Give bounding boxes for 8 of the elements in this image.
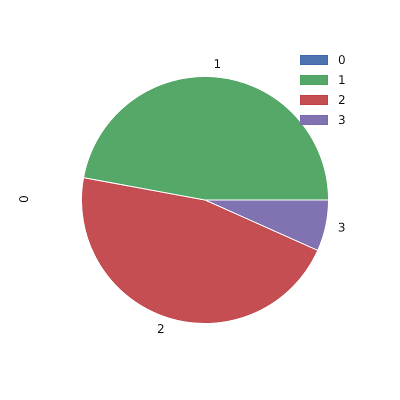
legend-label: 1 xyxy=(338,73,346,87)
slice-label: 3 xyxy=(338,220,346,235)
legend-label: 3 xyxy=(338,113,346,127)
legend-label: 2 xyxy=(338,93,346,107)
text: 0 xyxy=(16,195,31,203)
legend-label: 0 xyxy=(338,53,346,67)
slice-label: 1 xyxy=(214,56,222,71)
slice-label: 2 xyxy=(157,322,165,336)
